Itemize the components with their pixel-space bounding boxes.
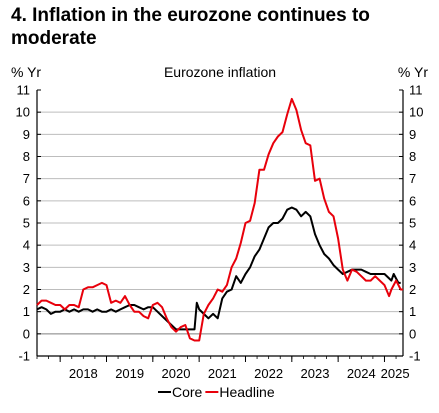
legend-label-core: Core <box>172 384 203 400</box>
x-tick-label-2024: 2024 <box>347 366 376 381</box>
y-tick-label-right--1: -1 <box>409 349 421 364</box>
series-lines <box>36 97 403 342</box>
chart-subtitle: Eurozone inflation <box>164 64 276 80</box>
y-axis-left: -1 0 1 2 3 4 5 6 7 8 9 10 11 <box>16 83 41 364</box>
y-tick-label-left-8: 8 <box>23 149 30 164</box>
chart-title-line-2: moderate <box>11 28 97 49</box>
y-tick-label-left-0: 0 <box>23 326 30 341</box>
y-tick-label-right-7: 7 <box>409 171 416 186</box>
y-tick-label-left-9: 9 <box>23 127 30 142</box>
x-tick-label-2022: 2022 <box>254 366 283 381</box>
x-axis: 2018 2019 2020 2021 2022 2023 2024 2025 <box>36 355 410 381</box>
y-tick-label-right-5: 5 <box>409 216 416 231</box>
y-tick-label-left-11: 11 <box>17 83 31 98</box>
y-tick-label-right-3: 3 <box>409 260 416 275</box>
y-tick-label-left-4: 4 <box>23 238 30 253</box>
x-tick-label-2023: 2023 <box>301 366 330 381</box>
legend: Core Headline <box>158 384 275 400</box>
y-tick-label-left-2: 2 <box>23 282 30 297</box>
y-tick-label-right-0: 0 <box>409 326 416 341</box>
y-tick-label-right-10: 10 <box>409 105 423 120</box>
y-tick-label-right-11: 11 <box>409 83 423 98</box>
series-line-headline <box>36 97 403 342</box>
y-tick-label-left-7: 7 <box>23 171 30 186</box>
chart-title: 4. Inflation in the eurozone continues t… <box>11 4 431 50</box>
chart-title-line-1: 4. Inflation in the eurozone continues t… <box>11 5 370 26</box>
gridlines <box>37 111 403 335</box>
y-tick-label-right-2: 2 <box>409 282 416 297</box>
y-tick-label-left-5: 5 <box>23 216 30 231</box>
y-axis-unit-right: % Yr <box>398 64 428 80</box>
series-line-core <box>36 206 401 331</box>
y-tick-label-left-3: 3 <box>23 260 30 275</box>
legend-label-headline: Headline <box>219 384 274 400</box>
x-tick-label-2025: 2025 <box>381 366 410 381</box>
y-tick-label-right-4: 4 <box>409 238 416 253</box>
y-tick-label-right-9: 9 <box>409 127 416 142</box>
x-tick-label-2018: 2018 <box>69 366 98 381</box>
y-axis-right: -1 0 1 2 3 4 5 6 7 8 9 10 11 <box>399 83 423 364</box>
y-tick-label-left-10: 10 <box>16 105 30 120</box>
y-tick-label-right-8: 8 <box>409 149 416 164</box>
y-tick-label-left-6: 6 <box>23 193 30 208</box>
y-axis-unit-left: % Yr <box>11 64 41 80</box>
y-tick-label-right-6: 6 <box>409 193 416 208</box>
y-tick-label-right-1: 1 <box>409 304 416 319</box>
y-tick-label-left-1: 1 <box>23 304 30 319</box>
y-tick-label-left--1: -1 <box>18 349 30 364</box>
x-tick-label-2020: 2020 <box>162 366 191 381</box>
x-tick-label-2021: 2021 <box>208 366 237 381</box>
x-tick-label-2019: 2019 <box>115 366 144 381</box>
